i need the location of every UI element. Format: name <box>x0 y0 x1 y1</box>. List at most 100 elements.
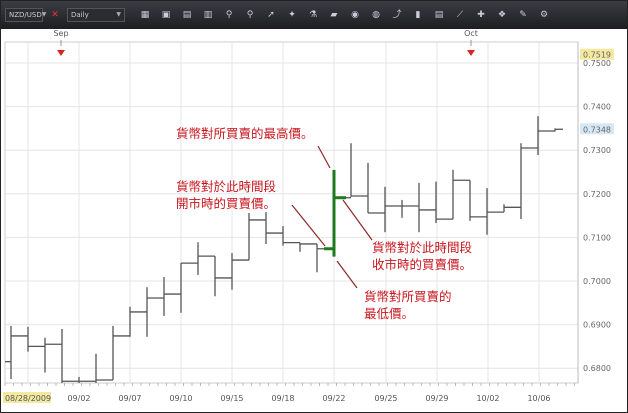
highlighted-ohlc-bar <box>324 169 351 257</box>
annotation-close: 貨幣對於此時間段 收市時的買賣價。 <box>372 239 472 273</box>
layout-icon[interactable]: ▤ <box>182 10 192 20</box>
window-icon[interactable]: ▥ <box>203 10 213 20</box>
annotation-low-line2: 最低價。 <box>364 306 415 321</box>
candlestick-toggle-icon[interactable]: ▣ <box>161 10 171 20</box>
symbol-value: NZD/USD <box>9 11 42 19</box>
settings-icon[interactable]: ⚙ <box>539 10 549 20</box>
eye-icon[interactable]: ◉ <box>351 10 359 20</box>
ohlc-bar <box>146 287 164 337</box>
y-tick-label: 0.7100 <box>583 233 611 242</box>
axes: 0.7500 0.7400 0.7300 0.7200 0.7100 0.7000 0.69… <box>3 29 614 403</box>
grid-icon[interactable]: ▤ <box>434 10 444 20</box>
ohlc-bar <box>401 199 419 218</box>
timeframe-value: Daily <box>71 11 89 19</box>
ohlc-bar <box>44 337 62 373</box>
x-tick-label: 09/10 <box>169 394 192 403</box>
plot-area <box>4 41 579 384</box>
ohlc-bar <box>248 212 266 261</box>
pointer-icon[interactable]: ➚ <box>267 10 275 20</box>
price-bars <box>5 116 563 383</box>
annotation-low: 貨幣對所買賣的 最低價。 <box>364 288 452 322</box>
date-highlight <box>3 392 51 403</box>
arrow-low <box>336 260 358 289</box>
x-tick-label: 09/22 <box>322 394 345 403</box>
crosshair-icon[interactable]: ✦ <box>288 10 296 20</box>
month-label: Oct <box>464 29 478 38</box>
x-tick-label: 09/29 <box>425 394 448 403</box>
price-label: 0.7519 <box>583 51 611 60</box>
indicator-icon[interactable]: ⚗ <box>308 10 318 20</box>
chevron-down-icon: ▼ <box>41 11 47 18</box>
ohlc-bar <box>180 262 198 313</box>
symbol-select[interactable]: NZD/USD ▼ <box>5 8 46 22</box>
ohlc-bar <box>350 143 368 197</box>
chart-toolbar: NZD/USD ▼ ✕ Daily ▼ ▦ ▣ ▤ ▥ ⚲ ⚲ ➚ ✦ ⚗ ▰ ◉ ◍ ⤴ ▮ ▤ ⟋ ✚ ❖ ✎ ⚙ <box>1 1 627 29</box>
line-chart-icon[interactable]: ⤴ <box>392 10 402 20</box>
ohlc-bar <box>5 325 28 380</box>
draw-line-icon[interactable]: ⟋ <box>456 10 464 20</box>
y-tick-label: 0.7000 <box>583 277 611 286</box>
column-icon[interactable]: ▮ <box>415 10 421 20</box>
x-tick-label: 09/25 <box>374 394 397 403</box>
bar-chart-icon[interactable]: ▦ <box>140 10 150 20</box>
timeframe-select[interactable]: Daily ▼ <box>67 8 125 22</box>
annotation-close-line1: 貨幣對於此時間段 <box>372 240 473 255</box>
eraser-icon[interactable]: ✎ <box>519 10 527 20</box>
ohlc-bar <box>299 242 317 252</box>
x-tick-label: 08/28/2009 <box>5 394 51 403</box>
network-icon[interactable]: ❖ <box>497 10 507 20</box>
note-icon[interactable]: ▰ <box>330 10 338 20</box>
ohlc-bar <box>129 306 147 337</box>
ohlc-bar <box>231 253 249 290</box>
ohlc-bar <box>95 353 113 383</box>
x-tick-label: 10/02 <box>476 394 499 403</box>
price-label-bg <box>580 48 614 60</box>
ohlc-bar <box>435 181 453 224</box>
ohlc-bar <box>163 277 181 316</box>
ohlc-bar <box>486 188 504 235</box>
zoom-out-icon[interactable]: ⚲ <box>246 10 254 20</box>
x-tick-label: 09/07 <box>118 394 141 403</box>
ohlc-bar <box>282 226 300 246</box>
price-label-bg <box>580 123 614 135</box>
annotation-low-line1: 貨幣對所買賣的 <box>364 289 452 304</box>
month-marker-icon <box>57 50 65 56</box>
ohlc-bar <box>78 376 96 383</box>
trend-icon[interactable]: ✚ <box>477 10 485 20</box>
x-tick-label: 10/06 <box>527 394 550 403</box>
y-tick-label: 0.7400 <box>583 103 611 112</box>
y-tick-label: 0.7300 <box>583 146 611 155</box>
ohlc-bar <box>214 256 232 297</box>
price-label: 0.7348 <box>583 125 611 134</box>
annotation-high: 貨幣對所買賣的最高價。 <box>176 126 314 141</box>
arrow-close <box>342 199 373 241</box>
currency-flag-icon[interactable]: ✕ <box>51 10 59 20</box>
month-label: Sep <box>53 29 68 38</box>
ohlc-bar <box>418 182 436 233</box>
arrow-high <box>317 145 331 169</box>
x-tick-label: 09/02 <box>67 394 90 403</box>
arrow-open <box>291 204 326 247</box>
annotation-close-line2: 收市時的買賣價。 <box>372 257 473 272</box>
x-tick-label: 09/18 <box>271 394 294 403</box>
ohlc-bar <box>554 128 563 132</box>
x-tick-label: 09/15 <box>220 394 243 403</box>
y-tick-label: 0.7500 <box>583 59 611 68</box>
ohlc-bar <box>537 116 555 155</box>
grid <box>4 41 579 384</box>
ohlc-bar <box>520 143 538 220</box>
zoom-in-icon[interactable]: ⚲ <box>225 10 233 20</box>
ohlc-bar <box>469 180 487 221</box>
ohlc-bar <box>112 325 130 380</box>
ohlc-bar <box>27 326 45 352</box>
globe-icon[interactable]: ◍ <box>372 10 380 20</box>
y-tick-label: 0.6900 <box>583 321 611 330</box>
ohlc-bar <box>61 328 79 383</box>
annotation-open: 貨幣對於此時間段 開市時的買賣價。 <box>176 178 276 212</box>
ohlc-bar <box>452 169 470 220</box>
chevron-down-icon: ▼ <box>116 11 121 18</box>
ohlc-bar <box>197 242 215 275</box>
y-tick-label: 0.6800 <box>583 364 611 373</box>
annotation-open-line1: 貨幣對於此時間段 <box>176 179 277 194</box>
